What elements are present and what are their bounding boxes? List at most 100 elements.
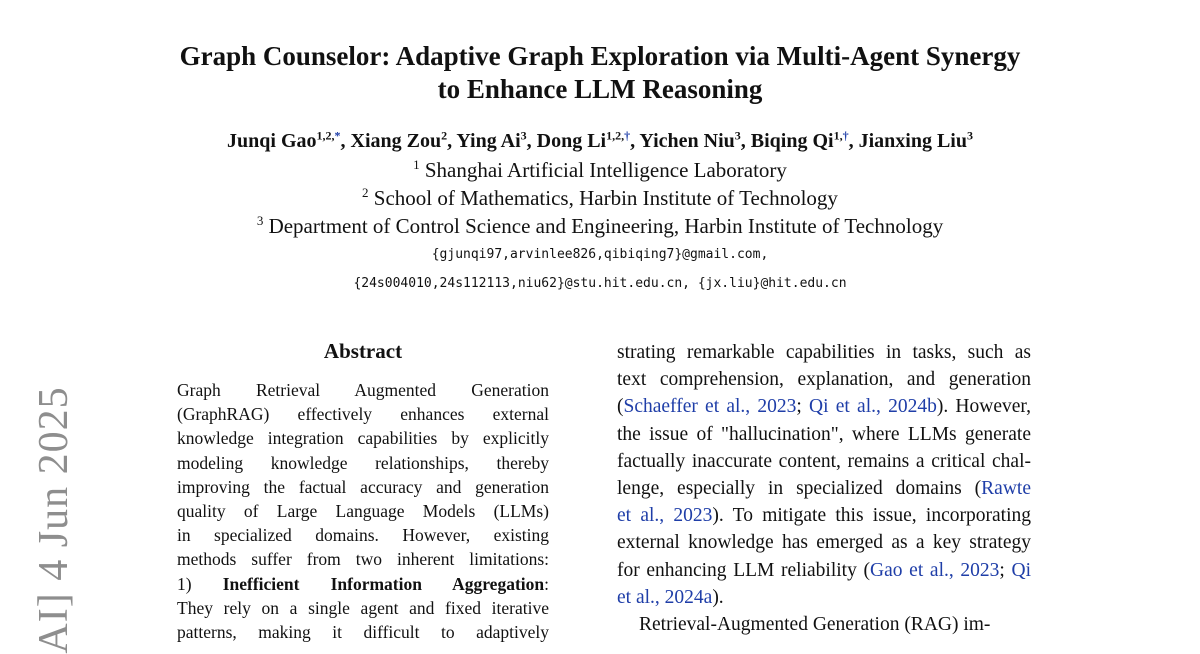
footnote-mark[interactable]: * [334, 128, 341, 143]
affiliation-text: School of Mathematics, Harbin Institute … [373, 186, 838, 210]
affiliation-text: Department of Control Science and Engine… [268, 214, 944, 238]
text-line: patterns, making it difficult to adaptiv… [177, 620, 549, 644]
author-name: Xiang Zou [350, 130, 442, 152]
paper-title: Graph Counselor: Adaptive Graph Explorat… [100, 40, 1100, 106]
author-name: Junqi Gao [227, 130, 317, 152]
text-line: external knowledge has emerged as a key … [617, 529, 1031, 556]
bold-term: Inefficient Information Aggregation [222, 573, 545, 594]
author-affiliation-marks: 3 [735, 128, 741, 142]
text-span: ). [712, 586, 724, 608]
author-list: Junqi Gao1,2,*, Xiang Zou2, Ying Ai3, Do… [40, 128, 1160, 154]
text-line: for enhancing LLM reliability (Gao et al… [617, 557, 1031, 584]
author-name: Jianxing Liu [858, 130, 967, 152]
affiliation-2: 2 School of Mathematics, Harbin Institut… [100, 185, 1100, 211]
author-affiliation-marks: 1,† [834, 128, 849, 142]
text-line: the issue of "hallucination", where LLMs… [617, 421, 1031, 448]
title-line-1: Graph Counselor: Adaptive Graph Explorat… [179, 41, 1021, 71]
author-affiliation-marks: 3 [521, 128, 527, 142]
text-line: text comprehension, explanation, and gen… [617, 366, 1031, 393]
affiliation-number: 3 [256, 213, 264, 228]
text-line: factually inaccurate content, remains a … [617, 448, 1031, 475]
text-span: ). To mitigate this issue, incorporating [712, 505, 1031, 527]
author-name: Biqing Qi [750, 130, 834, 152]
text-span: : [544, 573, 549, 594]
text-span: text comprehension, explanation, and gen… [617, 369, 1031, 391]
arxiv-stamp: AI] 4 Jun 2025 [31, 386, 77, 654]
text-line: quality of Large Language Models (LLMs) [177, 499, 549, 523]
affiliation-number: 1 [413, 157, 420, 172]
text-line: in specialized domains. However, existin… [177, 523, 549, 547]
text-span: patterns, making it difficult to adaptiv… [177, 621, 549, 642]
text-span: 1) [177, 573, 223, 594]
author-separator: , [740, 130, 751, 152]
text-line: methods suffer from two inherent limitat… [177, 547, 549, 571]
text-line: Graph Retrieval Augmented Generation [177, 378, 549, 402]
text-span: in specialized domains. However, existin… [177, 525, 549, 546]
text-span: ; [796, 396, 810, 418]
author-name: Dong Li [536, 130, 607, 152]
author-affiliation-marks: 1,2,* [317, 128, 341, 142]
text-line: strating remarkable capabilities in task… [617, 339, 1031, 366]
introduction-text: strating remarkable capabilities in task… [617, 339, 1031, 638]
author-affiliation-marks: 3 [967, 128, 973, 142]
text-span: improving the factual accuracy and gener… [177, 476, 549, 497]
affiliation-index: 1, [833, 128, 843, 143]
citation-link[interactable]: Gao et al., 2023 [870, 559, 1000, 581]
text-line: lenge, especially in specialized domains… [617, 475, 1031, 502]
affiliation-number: 2 [362, 185, 369, 200]
email-line-2: {24s004010,24s112113,niu62}@stu.hit.edu.… [353, 276, 847, 291]
text-span: external knowledge has emerged as a key … [617, 532, 1031, 554]
text-span: strating remarkable capabilities in task… [617, 342, 1031, 363]
affiliation-3: 3 Department of Control Science and Engi… [100, 213, 1100, 239]
email-line-1: {gjunqi97,arvinlee826,qibiqing7}@gmail.c… [431, 247, 769, 262]
author-separator: , [630, 130, 640, 152]
text-line: knowledge integration capabilities by ex… [177, 426, 549, 450]
text-span: modeling knowledge relationships, thereb… [177, 452, 549, 473]
footnote-mark[interactable]: † [624, 128, 631, 143]
footnote-mark[interactable]: † [842, 128, 849, 143]
citation-link[interactable]: Qi et al., 2024b [809, 396, 937, 418]
citation-link[interactable]: Qi [1011, 559, 1032, 581]
title-line-2: to Enhance LLM Reasoning [437, 74, 763, 104]
text-span: quality of Large Language Models (LLMs) [177, 500, 549, 521]
text-line: modeling knowledge relationships, thereb… [177, 451, 549, 475]
text-line: (GraphRAG) effectively enhances external [177, 402, 549, 426]
affiliation-index: 3 [734, 128, 741, 143]
affiliation-1: 1 Shanghai Artificial Intelligence Labor… [100, 157, 1100, 183]
affiliation-index: 3 [520, 128, 527, 143]
affiliation-index: 1,2, [606, 128, 625, 143]
affiliation-index: 2 [441, 128, 448, 143]
affiliation-index: 1,2, [316, 128, 335, 143]
text-line: Retrieval-Augmented Generation (RAG) im- [617, 611, 1031, 638]
text-span: Graph Retrieval Augmented Generation [177, 380, 549, 400]
citation-link[interactable]: et al., 2024a [617, 586, 713, 608]
text-span: Retrieval-Augmented Generation (RAG) im- [639, 613, 991, 635]
author-separator: , [340, 130, 351, 152]
text-span: ; [999, 559, 1012, 581]
abstract-text: Graph Retrieval Augmented Generation (Gra… [177, 378, 549, 644]
author-separator: , [526, 130, 537, 152]
text-span: ). However, [936, 396, 1031, 418]
citation-link[interactable]: et al., 2023 [617, 505, 713, 527]
text-line: et al., 2023). To mitigate this issue, i… [617, 502, 1031, 529]
text-line: (Schaeffer et al., 2023; Qi et al., 2024… [617, 393, 1031, 420]
text-span: ( [617, 396, 624, 418]
text-line: improving the factual accuracy and gener… [177, 475, 549, 499]
author-affiliation-marks: 1,2,† [606, 128, 630, 142]
text-span: the issue of "hallucination", where LLMs… [617, 423, 1031, 445]
author-affiliation-marks: 2 [441, 128, 447, 142]
author-name: Yichen Niu [639, 130, 735, 152]
citation-link[interactable]: Rawte [981, 477, 1031, 499]
text-line: 1) Inefficient Information Aggregation: [177, 572, 549, 596]
citation-link[interactable]: Schaeffer et al., 2023 [623, 396, 797, 418]
author-separator: , [447, 130, 457, 152]
text-span: They rely on a single agent and fixed it… [177, 597, 549, 618]
affiliation-index: 3 [966, 128, 973, 143]
text-line: They rely on a single agent and fixed it… [177, 596, 549, 620]
text-span: methods suffer from two inherent limitat… [177, 549, 549, 570]
text-span: for enhancing LLM reliability ( [617, 559, 871, 581]
abstract-heading: Abstract [323, 339, 403, 363]
text-span: (GraphRAG) effectively enhances external [177, 404, 549, 425]
affiliation-text: Shanghai Artificial Intelligence Laborat… [424, 158, 787, 182]
author-separator: , [848, 130, 859, 152]
